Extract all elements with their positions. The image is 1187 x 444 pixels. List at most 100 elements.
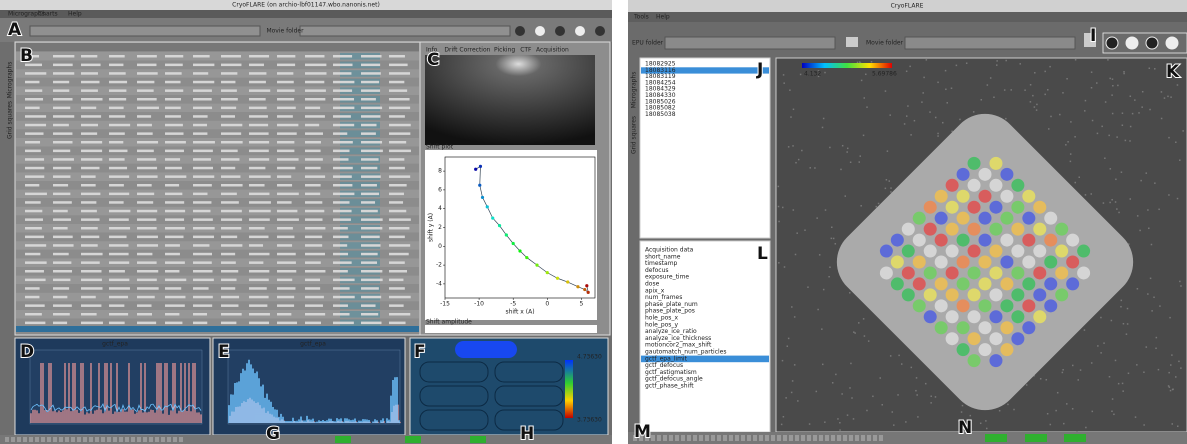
- hole[interactable]: [902, 223, 915, 236]
- hole[interactable]: [924, 288, 937, 301]
- hole[interactable]: [902, 288, 915, 301]
- toolbar-button[interactable]: [515, 26, 525, 36]
- toolbar-button[interactable]: [535, 26, 545, 36]
- menu-item[interactable]: Help: [656, 14, 670, 21]
- hole[interactable]: [1000, 234, 1013, 247]
- toolbar-button[interactable]: [595, 26, 605, 36]
- hole[interactable]: [913, 256, 926, 269]
- hole[interactable]: [968, 223, 981, 236]
- hole[interactable]: [935, 299, 948, 312]
- hole[interactable]: [1000, 190, 1013, 203]
- hole[interactable]: [924, 201, 937, 214]
- hole[interactable]: [1055, 223, 1068, 236]
- hole[interactable]: [1022, 212, 1035, 225]
- hole[interactable]: [1066, 234, 1079, 247]
- hole[interactable]: [1033, 223, 1046, 236]
- hole[interactable]: [891, 234, 904, 247]
- menu-item[interactable]: Tools: [633, 14, 649, 21]
- hole[interactable]: [968, 245, 981, 258]
- hole[interactable]: [968, 201, 981, 214]
- hole[interactable]: [989, 332, 1002, 345]
- left-epu-field[interactable]: [30, 26, 260, 36]
- hole[interactable]: [1044, 234, 1057, 247]
- hole[interactable]: [968, 354, 981, 367]
- hole[interactable]: [1022, 256, 1035, 269]
- hole[interactable]: [1033, 310, 1046, 323]
- toolbar-button[interactable]: [555, 26, 565, 36]
- hole[interactable]: [1022, 321, 1035, 334]
- hole[interactable]: [1055, 288, 1068, 301]
- hole[interactable]: [880, 245, 893, 258]
- toolbar-button[interactable]: [575, 26, 585, 36]
- hole[interactable]: [1000, 256, 1013, 269]
- hole[interactable]: [891, 277, 904, 290]
- hole[interactable]: [1033, 201, 1046, 214]
- hole[interactable]: [979, 168, 992, 181]
- hole[interactable]: [880, 266, 893, 279]
- hole[interactable]: [891, 256, 904, 269]
- hole[interactable]: [1055, 266, 1068, 279]
- hole[interactable]: [989, 288, 1002, 301]
- hole[interactable]: [1066, 277, 1079, 290]
- hole[interactable]: [946, 332, 959, 345]
- hole[interactable]: [968, 332, 981, 345]
- hole[interactable]: [935, 256, 948, 269]
- hole[interactable]: [902, 266, 915, 279]
- hole[interactable]: [924, 223, 937, 236]
- hole[interactable]: [989, 157, 1002, 170]
- hole[interactable]: [913, 234, 926, 247]
- hole[interactable]: [1022, 299, 1035, 312]
- hole[interactable]: [968, 266, 981, 279]
- hole[interactable]: [957, 299, 970, 312]
- hole[interactable]: [935, 234, 948, 247]
- right-movie-field[interactable]: [905, 37, 1075, 49]
- hole[interactable]: [946, 179, 959, 192]
- toolbar-button[interactable]: [1106, 37, 1118, 49]
- left-movie-field[interactable]: [300, 26, 510, 36]
- hole[interactable]: [1000, 212, 1013, 225]
- hole[interactable]: [946, 223, 959, 236]
- hole[interactable]: [946, 310, 959, 323]
- hole[interactable]: [968, 310, 981, 323]
- hole[interactable]: [946, 245, 959, 258]
- hole[interactable]: [946, 201, 959, 214]
- hole[interactable]: [935, 277, 948, 290]
- hole[interactable]: [957, 168, 970, 181]
- hole[interactable]: [913, 299, 926, 312]
- hole[interactable]: [946, 266, 959, 279]
- side-tab[interactable]: Micrographs: [631, 72, 638, 109]
- hole[interactable]: [979, 256, 992, 269]
- hole[interactable]: [968, 179, 981, 192]
- hole[interactable]: [902, 245, 915, 258]
- hole[interactable]: [1022, 234, 1035, 247]
- tab[interactable]: Acquisition: [536, 47, 569, 54]
- hole[interactable]: [924, 310, 937, 323]
- hole[interactable]: [1011, 223, 1024, 236]
- right-epu-field[interactable]: [665, 37, 835, 49]
- hole[interactable]: [913, 277, 926, 290]
- hole[interactable]: [979, 234, 992, 247]
- hole[interactable]: [968, 157, 981, 170]
- hole[interactable]: [1033, 288, 1046, 301]
- hole[interactable]: [924, 266, 937, 279]
- hole[interactable]: [1066, 256, 1079, 269]
- menu-item[interactable]: Charts: [38, 11, 58, 18]
- hole[interactable]: [1044, 299, 1057, 312]
- hole[interactable]: [989, 223, 1002, 236]
- hole[interactable]: [1033, 245, 1046, 258]
- hole[interactable]: [1022, 190, 1035, 203]
- hole[interactable]: [1011, 245, 1024, 258]
- hole[interactable]: [979, 299, 992, 312]
- toolbar-button[interactable]: [1166, 37, 1178, 49]
- grid-square-item[interactable]: 18085038: [645, 111, 676, 118]
- side-tab[interactable]: Grid squares: [631, 116, 638, 154]
- hole[interactable]: [1000, 299, 1013, 312]
- hole[interactable]: [1000, 277, 1013, 290]
- hole[interactable]: [1044, 212, 1057, 225]
- hole[interactable]: [989, 245, 1002, 258]
- hole[interactable]: [1033, 266, 1046, 279]
- hole[interactable]: [1011, 179, 1024, 192]
- hole[interactable]: [957, 190, 970, 203]
- hole[interactable]: [979, 190, 992, 203]
- hole[interactable]: [989, 201, 1002, 214]
